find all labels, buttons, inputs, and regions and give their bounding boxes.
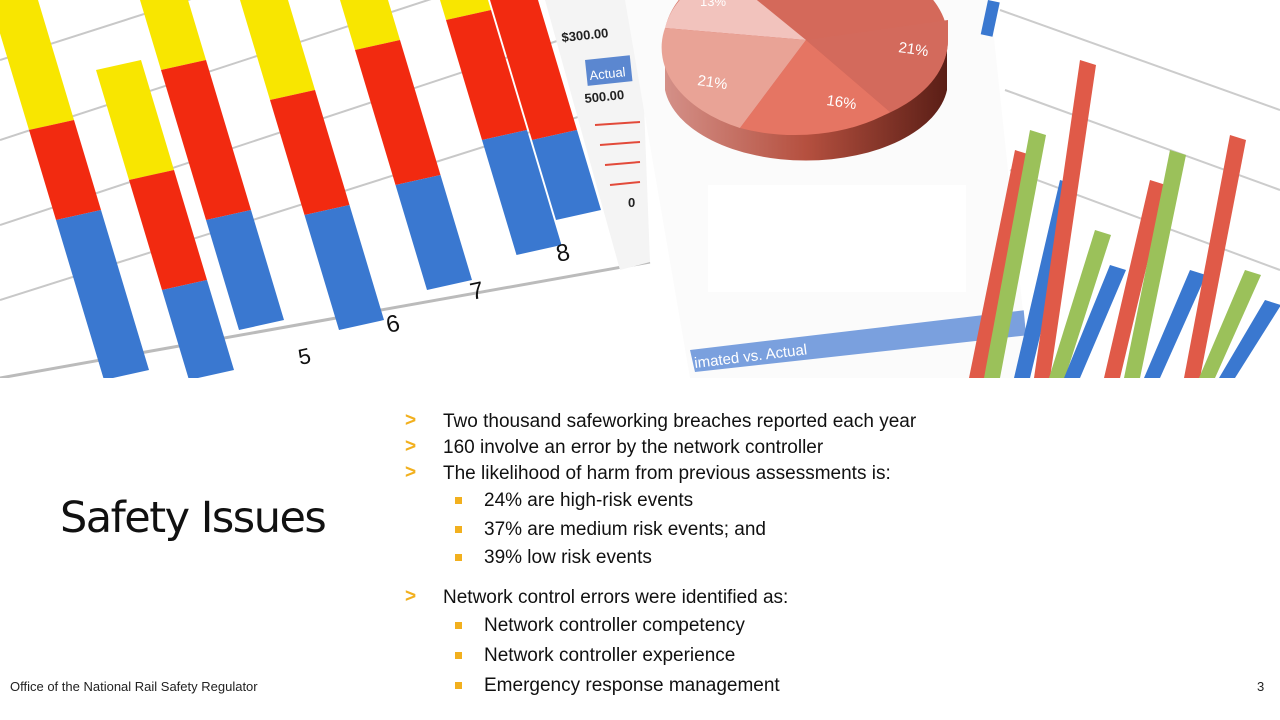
bar-segment [206,210,284,330]
bar [1064,265,1126,378]
axis-label: 8 [554,239,573,268]
sub-bullet-text: 24% are high-risk events [484,490,694,511]
footer-organization: Office of the National Rail Safety Regul… [10,679,258,694]
bar-chart-picture [969,0,1280,378]
bar-segment [0,0,74,130]
bullet-text: Network control errors were identified a… [443,587,789,608]
bar-segment [162,280,234,378]
bar-segment [29,120,101,220]
bar-segment [446,10,527,140]
bar-segment [140,0,206,70]
svg-text:21%: 21% [897,39,929,60]
bullet-text: Two thousand safeworking breaches report… [443,411,917,432]
square-bullet-icon [455,497,462,504]
bar-segment [161,60,251,220]
bar [984,130,1046,378]
bar-segment [482,130,562,255]
bullet-text: The likelihood of harm from previous ass… [443,463,891,484]
bar-segment [129,170,207,290]
svg-text:Actual: Actual [589,64,627,83]
stacked-bar-chart-picture: 5 6 7 8 [0,0,651,378]
bar [1124,150,1186,378]
axis-label: 7 [468,277,487,306]
bar-segment [532,130,601,220]
bar-segment [56,210,149,378]
svg-text:$300.00: $300.00 [561,25,609,45]
bar [1219,300,1280,378]
sub-bullet-text: Emergency response management [484,675,780,696]
sub-bullet-text: 39% low risk events [484,547,652,568]
pie-chart-picture: 21% 16% 21% 13% imated vs. Actual [625,0,1030,378]
chevron-bullet-icon: > [405,410,417,431]
bar-segment [304,205,384,330]
svg-text:21%: 21% [696,72,728,93]
charts-collage-image: 5 6 7 8 Actual $300.00 500.00 0 21% 16% [0,0,1280,378]
chevron-bullet-icon: > [405,436,417,457]
svg-text:13%: 13% [700,0,726,9]
bar [1034,60,1096,378]
svg-text:500.00: 500.00 [584,87,625,106]
bar-segment [490,0,577,140]
svg-text:16%: 16% [825,92,857,113]
bar [1199,270,1261,378]
chevron-bullet-icon: > [405,462,417,483]
table-picture: Actual $300.00 500.00 0 [545,0,650,270]
chevron-bullet-icon: > [405,586,417,607]
svg-text:0: 0 [628,195,635,210]
square-bullet-icon [455,526,462,533]
bar-segment [440,0,491,20]
bullet-text: 160 involve an error by the network cont… [443,437,824,458]
bar-segment [96,60,174,180]
slide-title: Safety Issues [60,493,327,543]
bar [969,150,1031,378]
square-bullet-icon [455,652,462,659]
bar [1184,135,1246,378]
axis-label: 5 [296,343,313,370]
bar [1104,180,1166,378]
bar-segment [355,40,441,185]
square-bullet-icon [455,622,462,629]
sub-bullet-text: Network controller experience [484,645,736,666]
sub-bullet-text: 37% are medium risk events; and [484,519,766,540]
square-bullet-icon [455,682,462,689]
page-number: 3 [1257,679,1265,694]
bar-segment [270,90,350,215]
sub-bullet-text: Network controller competency [484,615,745,636]
bar [1144,270,1206,378]
bar-segment [395,175,472,290]
square-bullet-icon [455,554,462,561]
bar [1049,230,1111,378]
axis-label: 6 [384,310,403,339]
bar-segment [340,0,400,50]
bar-segment [240,0,315,100]
